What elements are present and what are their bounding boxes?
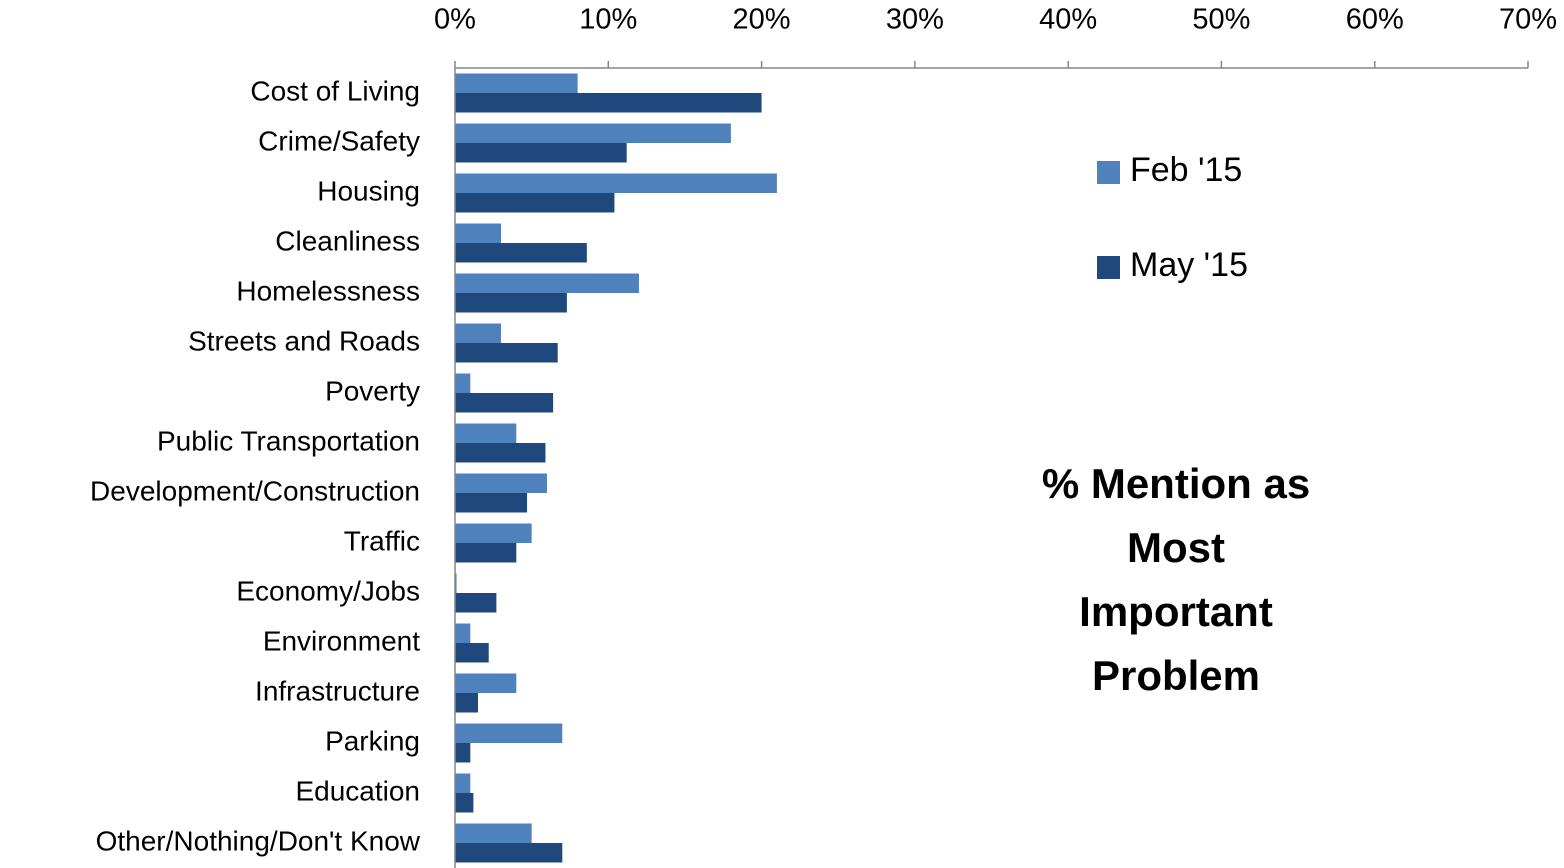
- x-tick-label: 60%: [1346, 4, 1404, 36]
- y-tick-label: Crime/Safety: [258, 125, 420, 156]
- y-tick-label: Other/Nothing/Don't Know: [96, 825, 421, 856]
- bar: [455, 843, 563, 863]
- legend-label: Feb '15: [1130, 151, 1242, 189]
- bar: [455, 423, 517, 443]
- bar: [455, 673, 517, 693]
- bar: [455, 93, 762, 113]
- bar: [455, 643, 489, 663]
- bar: [455, 143, 627, 163]
- bar: [455, 623, 471, 643]
- bar: [455, 723, 563, 743]
- y-tick-label: Poverty: [325, 375, 420, 406]
- bar: [455, 793, 474, 813]
- bar: [455, 323, 501, 343]
- legend-swatch: [1097, 161, 1120, 184]
- annotation: Problem: [1092, 652, 1260, 699]
- bar: [455, 73, 578, 93]
- bar: [455, 223, 501, 243]
- bar: [455, 293, 567, 313]
- y-tick-label: Cleanliness: [275, 225, 420, 256]
- y-tick-label: Housing: [317, 175, 420, 206]
- bar: [455, 443, 546, 463]
- y-tick-label: Development/Construction: [90, 475, 420, 506]
- y-tick-label: Environment: [263, 625, 420, 656]
- bar: [455, 543, 517, 563]
- bar: [455, 273, 639, 293]
- annotation: Important: [1079, 588, 1273, 635]
- bar: [455, 573, 457, 593]
- x-tick-label: 70%: [1499, 4, 1557, 36]
- annotation: % Mention as: [1042, 460, 1310, 507]
- y-tick-label: Homelessness: [236, 275, 420, 306]
- bar: [455, 193, 615, 213]
- x-tick-label: 20%: [733, 4, 791, 36]
- y-tick-label: Traffic: [344, 525, 420, 556]
- bar: [455, 823, 532, 843]
- bar: [455, 773, 471, 793]
- x-tick-label: 40%: [1039, 4, 1097, 36]
- x-tick-label: 30%: [886, 4, 944, 36]
- bar: [455, 243, 587, 263]
- bar: [455, 473, 547, 493]
- y-tick-label: Public Transportation: [157, 425, 420, 456]
- bar: [455, 343, 558, 363]
- y-tick-label: Parking: [325, 725, 420, 756]
- y-tick-label: Infrastructure: [255, 675, 420, 706]
- x-tick-label: 10%: [579, 4, 637, 36]
- bar: [455, 693, 478, 713]
- x-tick-label: 50%: [1192, 4, 1250, 36]
- legend-label: May '15: [1130, 246, 1248, 284]
- bar: [455, 393, 554, 413]
- y-tick-label: Education: [295, 775, 420, 806]
- annotation: Most: [1127, 524, 1225, 571]
- bar: [455, 523, 532, 543]
- bar: [455, 593, 497, 613]
- bar: [455, 373, 471, 393]
- bar: [455, 743, 471, 763]
- y-tick-label: Streets and Roads: [188, 325, 420, 356]
- legend-swatch: [1097, 256, 1120, 279]
- bar: [455, 123, 731, 143]
- y-tick-label: Economy/Jobs: [236, 575, 420, 606]
- bar: [455, 173, 777, 193]
- y-tick-label: Cost of Living: [250, 75, 420, 106]
- x-tick-label: 0%: [434, 4, 476, 36]
- bar: [455, 493, 528, 513]
